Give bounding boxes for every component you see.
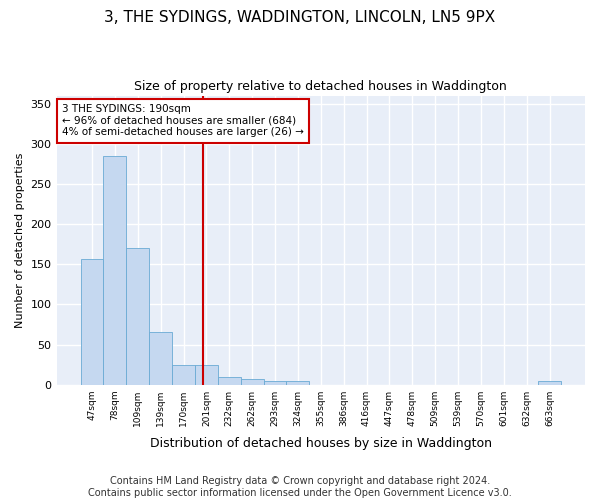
Bar [286, 382, 310, 384]
Bar [538, 382, 561, 384]
Y-axis label: Number of detached properties: Number of detached properties [15, 152, 25, 328]
Bar [172, 364, 195, 384]
X-axis label: Distribution of detached houses by size in Waddington: Distribution of detached houses by size … [150, 437, 492, 450]
Title: Size of property relative to detached houses in Waddington: Size of property relative to detached ho… [134, 80, 507, 93]
Text: 3, THE SYDINGS, WADDINGTON, LINCOLN, LN5 9PX: 3, THE SYDINGS, WADDINGTON, LINCOLN, LN5… [104, 10, 496, 25]
Bar [241, 379, 263, 384]
Bar [103, 156, 127, 384]
Bar [218, 376, 241, 384]
Text: 3 THE SYDINGS: 190sqm
← 96% of detached houses are smaller (684)
4% of semi-deta: 3 THE SYDINGS: 190sqm ← 96% of detached … [62, 104, 304, 138]
Text: Contains HM Land Registry data © Crown copyright and database right 2024.
Contai: Contains HM Land Registry data © Crown c… [88, 476, 512, 498]
Bar [80, 260, 103, 384]
Bar [149, 332, 172, 384]
Bar [263, 380, 286, 384]
Bar [127, 248, 149, 384]
Bar [195, 364, 218, 384]
